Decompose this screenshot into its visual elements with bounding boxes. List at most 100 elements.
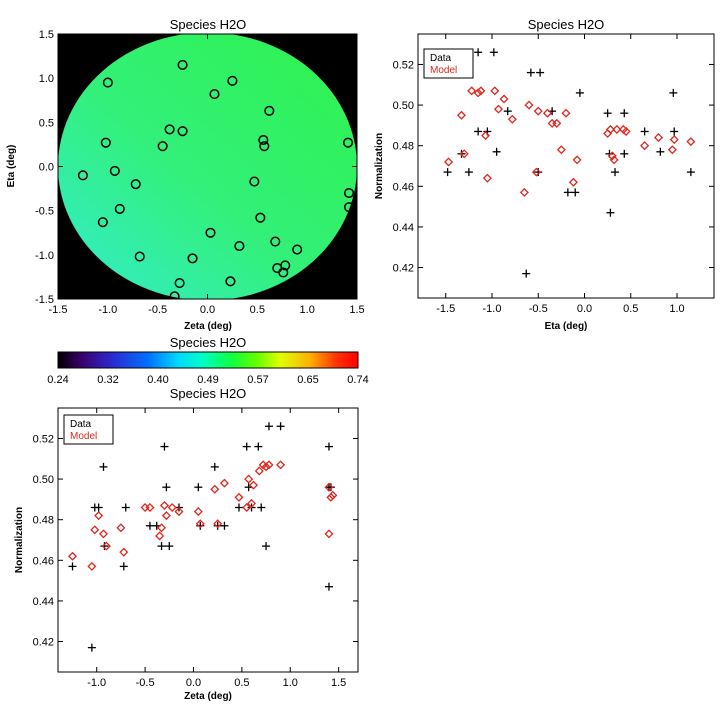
zeta-scatter-xtick-label: 1.5 [331, 677, 346, 689]
eta-scatter-panel: Species H2O -1.5 -1.0 -0.5 0.0 0.5 1.0 0.420.… [374, 17, 715, 332]
zeta-scatter-data-point [324, 442, 333, 451]
zeta-scatter-model-point [248, 480, 259, 490]
eta-scatter-data-point [606, 208, 615, 217]
eta-scatter-data-point [620, 149, 629, 158]
zeta-legend-data: Data [70, 419, 92, 430]
zeta-scatter-xtick-label: 0.0 [186, 677, 201, 689]
map-ytick-label: 1.5 [39, 29, 54, 41]
station-marker [114, 203, 125, 214]
zeta-scatter-data-point [220, 521, 229, 530]
eta-scatter-model-point [686, 137, 696, 147]
eta-scatter-ytick-label: 0.44 [393, 222, 414, 234]
eta-scatter-data-point [603, 109, 612, 118]
eta-scatter-model-point [519, 187, 529, 197]
zeta-scatter-frame [57, 407, 359, 673]
zeta-scatter-data-point [242, 442, 251, 451]
zeta-scatter-ytick-label: 0.52 [33, 433, 54, 445]
station-marker [209, 89, 220, 100]
eta-scatter-ytick-label: 0.52 [393, 59, 414, 71]
map-ytick-label: -1.5 [35, 294, 54, 306]
station-marker [342, 137, 354, 148]
zeta-scatter-panel: Species H2O -1.0 -0.5 0.0 0.5 1.0 1.5 0.420.4… [14, 386, 359, 702]
map-xtick-label: 0.5 [250, 304, 265, 316]
eta-scatter-xtick-label: -1.5 [436, 303, 455, 315]
zeta-scatter-ytick-label: 0.46 [33, 555, 54, 567]
eta-scatter-data-point [620, 109, 629, 118]
eta-scatter-data-point [503, 107, 512, 116]
map-field [58, 34, 357, 299]
zeta-scatter-model-point [324, 482, 334, 492]
zeta-legend-model: Model [70, 431, 97, 442]
zeta-scatter-data-point [119, 562, 128, 571]
map-x-ticks: -1.5 -1.0 -0.5 0.0 0.5 1.0 1.5 [49, 34, 365, 316]
eta-scatter-data-point [575, 88, 584, 97]
zeta-scatter-model-point [145, 502, 155, 513]
map-xtick-label: 0.0 [200, 304, 215, 316]
zeta-scatter-model-point [159, 500, 169, 510]
zeta-scatter-data-point [257, 503, 266, 512]
zeta-scatter-ytick-label: 0.50 [33, 474, 54, 486]
zeta-legend-box [63, 414, 114, 445]
eta-scatter-ytick-label: 0.46 [393, 181, 414, 193]
eta-legend-data: Data [430, 53, 452, 64]
zeta-scatter-data-point [234, 503, 243, 512]
colorbar-tick-label: 0.49 [197, 374, 218, 386]
station-marker [164, 124, 175, 135]
eta-scatter-model-point [481, 131, 491, 141]
eta-scatter-data-point [464, 168, 473, 177]
zeta-scatter-data-point [324, 582, 333, 591]
eta-scatter-model-point [456, 110, 466, 120]
eta-scatter-data-point [563, 188, 572, 197]
eta-scatter-xtick-label: 0.5 [623, 303, 638, 315]
colorbar-ticks: 0.24 0.32 0.40 0.49 0.57 0.65 0.74 [47, 374, 368, 386]
eta-scatter-model-point [476, 86, 486, 96]
zeta-scatter-model-point [326, 492, 336, 502]
zeta-scatter-model-point [161, 511, 171, 521]
eta-scatter-model-point [482, 173, 492, 183]
zeta-scatter-model-point [67, 551, 78, 561]
station-marker [169, 291, 180, 299]
eta-scatter-points [443, 48, 696, 278]
station-marker [270, 236, 281, 247]
zeta-scatter-data-point [254, 442, 263, 451]
eta-scatter-x-label: Eta (deg) [545, 321, 588, 332]
eta-scatter-ytick-label: 0.50 [393, 100, 414, 112]
map-xtick-label: -1.0 [98, 304, 117, 316]
zeta-scatter-model-point [213, 519, 223, 529]
map-xtick-label: 1.0 [300, 304, 315, 316]
zeta-scatter-ytick-label: 0.44 [33, 596, 54, 608]
colorbar [57, 351, 359, 369]
zeta-scatter-y-ticks: 0.42 0.44 0.46 0.48 0.50 0.52 [33, 433, 358, 649]
zeta-scatter-data-point [121, 503, 130, 512]
eta-scatter-model-point [572, 155, 582, 165]
eta-scatter-model-point [669, 135, 679, 145]
eta-legend-box [423, 48, 474, 79]
zeta-scatter-model-point [157, 523, 167, 533]
station-marker [225, 276, 236, 287]
eta-scatter-data-point [443, 168, 452, 177]
zeta-scatter-model-point [90, 525, 100, 535]
zeta-scatter-model-point [119, 547, 129, 557]
station-marker [264, 105, 275, 116]
zeta-scatter-data-point [276, 422, 285, 431]
eta-scatter-model-point [507, 114, 517, 124]
zeta-scatter-model-point [155, 531, 165, 541]
eta-scatter-data-point [640, 127, 649, 136]
map-xtick-label: -0.5 [148, 304, 167, 316]
colorbar-tick-label: 0.65 [297, 374, 318, 386]
eta-scatter-model-point [533, 106, 543, 116]
eta-scatter-ytick-label: 0.48 [393, 141, 414, 153]
eta-scatter-xtick-label: 0.0 [577, 303, 592, 315]
eta-scatter-model-point [493, 104, 503, 114]
colorbar-panel: Species H2O 0.24 0.32 0.40 0.49 0.57 0.65 0.74 [47, 335, 368, 386]
map-ytick-label: -1.0 [35, 250, 54, 262]
zeta-scatter-data-point [213, 521, 222, 530]
station-marker [102, 77, 113, 88]
map-x-label: Zeta (deg) [184, 321, 232, 332]
station-marker [292, 244, 303, 255]
eta-scatter-model-point [473, 88, 483, 98]
zeta-scatter-model-point [264, 460, 274, 470]
zeta-scatter-model-point [261, 462, 271, 472]
eta-scatter-xtick-label: -1.0 [483, 303, 502, 315]
zeta-scatter-model-point [116, 523, 126, 533]
